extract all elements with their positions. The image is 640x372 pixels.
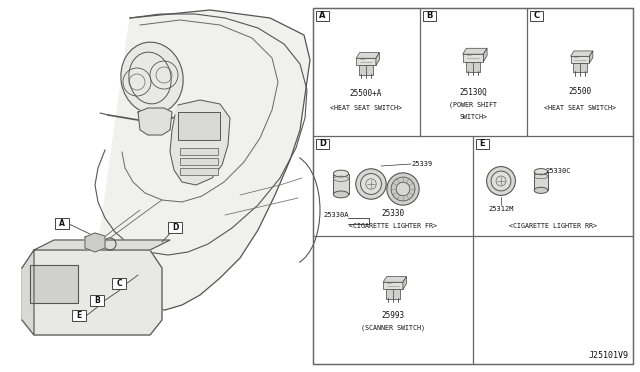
Circle shape — [387, 173, 419, 205]
Text: (SCANNER SWITCH): (SCANNER SWITCH) — [361, 325, 425, 331]
Polygon shape — [570, 56, 589, 63]
Polygon shape — [356, 58, 376, 65]
Bar — [386, 289, 400, 299]
Text: <CIGARETTE LIGHTER RR>: <CIGARETTE LIGHTER RR> — [509, 223, 597, 229]
Text: 25993: 25993 — [381, 311, 404, 321]
Bar — [316, 139, 329, 149]
Polygon shape — [570, 51, 593, 56]
Bar — [333, 174, 349, 195]
Polygon shape — [403, 277, 406, 289]
Text: (POWER SHIFT: (POWER SHIFT — [449, 102, 497, 108]
Bar — [90, 295, 104, 306]
Bar — [534, 171, 548, 190]
Bar — [180, 148, 218, 155]
Polygon shape — [85, 233, 105, 252]
Bar — [93, 245, 97, 249]
Bar — [180, 158, 218, 165]
Text: <HEAT SEAT SWITCH>: <HEAT SEAT SWITCH> — [544, 105, 616, 111]
Polygon shape — [100, 10, 310, 310]
Bar — [313, 8, 633, 364]
Bar — [476, 139, 489, 149]
Text: 25330C: 25330C — [545, 168, 570, 174]
Bar — [112, 278, 126, 289]
Circle shape — [491, 171, 511, 191]
Text: B: B — [94, 296, 100, 305]
Text: 25339: 25339 — [411, 161, 432, 167]
Bar — [99, 238, 104, 242]
Bar — [316, 11, 329, 21]
Text: 25500: 25500 — [568, 87, 591, 96]
Polygon shape — [463, 54, 483, 61]
Polygon shape — [463, 48, 487, 54]
Bar — [359, 65, 373, 75]
Circle shape — [360, 174, 381, 195]
Ellipse shape — [333, 191, 349, 198]
Ellipse shape — [121, 42, 183, 114]
Text: SWITCH>: SWITCH> — [459, 114, 487, 120]
Bar — [93, 238, 97, 242]
Ellipse shape — [333, 170, 349, 177]
Text: D: D — [319, 140, 326, 148]
Text: C: C — [533, 12, 540, 20]
Ellipse shape — [534, 187, 548, 193]
Text: E: E — [76, 311, 82, 320]
Bar — [573, 63, 587, 72]
Bar — [178, 112, 220, 140]
Polygon shape — [383, 277, 406, 282]
Text: J25101V9: J25101V9 — [589, 351, 629, 360]
Polygon shape — [34, 240, 170, 250]
Bar — [466, 61, 480, 72]
Text: A: A — [319, 12, 326, 20]
Bar — [168, 222, 182, 233]
Polygon shape — [138, 108, 172, 135]
Ellipse shape — [534, 169, 548, 175]
Polygon shape — [356, 52, 380, 58]
Bar — [30, 265, 78, 303]
Text: D: D — [172, 223, 178, 232]
Polygon shape — [170, 100, 230, 185]
Bar — [55, 218, 69, 229]
Circle shape — [391, 177, 415, 201]
Text: <HEAT SEAT SWITCH>: <HEAT SEAT SWITCH> — [330, 105, 402, 111]
Circle shape — [396, 182, 410, 196]
Polygon shape — [483, 48, 487, 61]
Text: 25330: 25330 — [381, 208, 404, 218]
Text: 25330A: 25330A — [323, 212, 349, 218]
Polygon shape — [589, 51, 593, 63]
Text: A: A — [59, 219, 65, 228]
Bar — [180, 168, 218, 175]
Polygon shape — [376, 52, 380, 65]
Text: 25130Q: 25130Q — [459, 87, 487, 96]
Circle shape — [356, 169, 386, 199]
Text: <CIGARETTE LIGHTER FR>: <CIGARETTE LIGHTER FR> — [349, 223, 437, 229]
Text: 25312M: 25312M — [488, 206, 514, 212]
Circle shape — [486, 167, 515, 195]
Text: 25500+A: 25500+A — [350, 90, 382, 99]
Text: C: C — [116, 279, 122, 288]
Polygon shape — [22, 250, 34, 335]
Bar — [423, 11, 436, 21]
Polygon shape — [383, 282, 403, 289]
Polygon shape — [22, 250, 162, 335]
Text: E: E — [480, 140, 485, 148]
Bar — [72, 310, 86, 321]
Text: B: B — [426, 12, 433, 20]
Bar — [530, 11, 543, 21]
